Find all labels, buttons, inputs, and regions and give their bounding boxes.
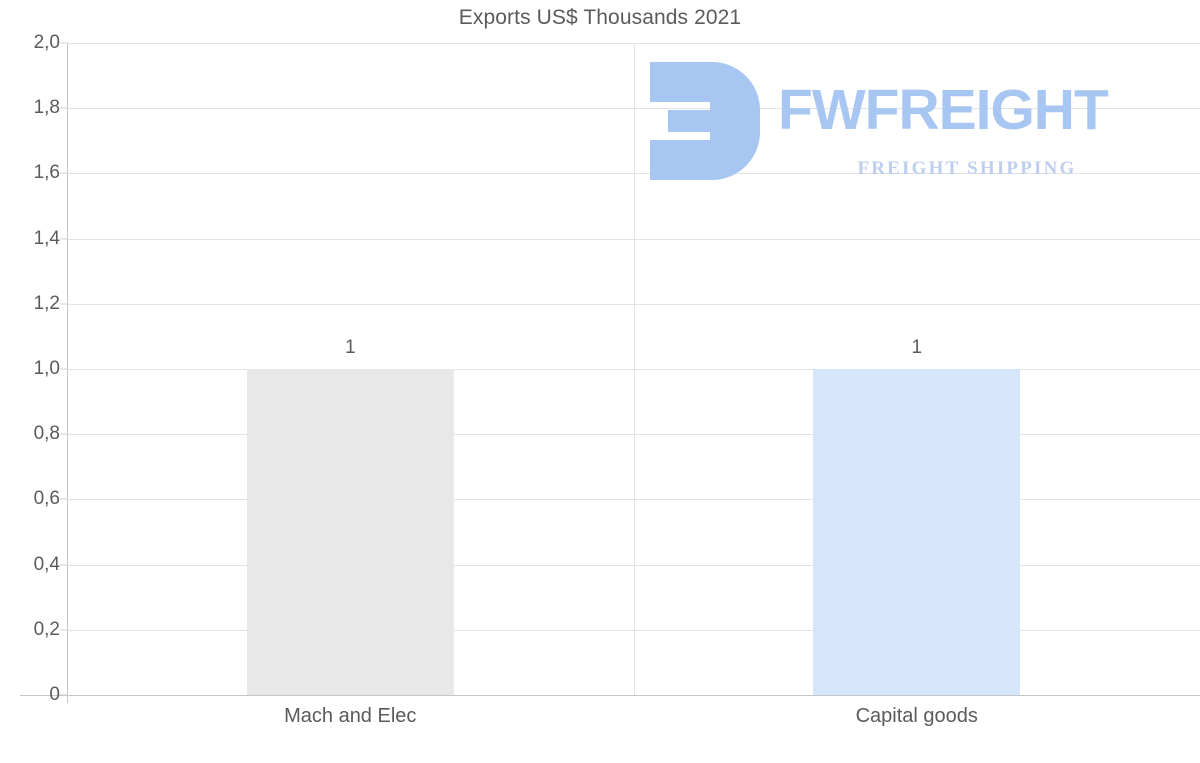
- y-axis-line: [67, 43, 68, 696]
- chart-title: Exports US$ Thousands 2021: [458, 6, 742, 29]
- bar-2[interactable]: [813, 369, 1021, 695]
- y-tick-mark: [60, 433, 68, 435]
- x-tick-label-2: Capital goods: [855, 705, 978, 727]
- y-tick-mark: [60, 498, 68, 500]
- y-tick-mark: [60, 629, 68, 631]
- bar-1[interactable]: [246, 369, 454, 695]
- gridline-vertical: [633, 43, 635, 695]
- y-tick-label: 0,6: [33, 488, 60, 510]
- x-tick-label-1: Mach and Elec: [284, 705, 417, 727]
- bar-value-label: 1: [344, 337, 356, 358]
- y-tick-label: 1,4: [33, 227, 60, 249]
- y-tick-mark: [60, 172, 68, 174]
- y-tick-mark: [60, 368, 68, 370]
- y-tick-label: 0: [49, 684, 60, 705]
- y-tick-label: 0,4: [33, 553, 60, 575]
- y-tick-label: 2,0: [33, 32, 60, 53]
- y-tick-label: 0,2: [33, 618, 60, 640]
- y-tick-label: 1,6: [33, 162, 60, 184]
- y-tick-mark: [60, 107, 68, 109]
- y-tick-mark: [60, 694, 68, 696]
- y-tick-label: 1,2: [33, 292, 60, 314]
- y-tick-mark: [60, 303, 68, 305]
- y-tick-label: 0,8: [33, 423, 60, 445]
- y-tick-mark: [60, 564, 68, 566]
- y-tick-mark: [60, 238, 68, 240]
- x-axis-origin-tick: [67, 695, 68, 703]
- bar-value-label: 1: [911, 337, 923, 358]
- y-tick-label: 1,0: [33, 358, 60, 379]
- y-tick-label: 1,8: [33, 97, 60, 119]
- x-axis-line: [20, 695, 1200, 696]
- y-tick-mark: [60, 42, 68, 44]
